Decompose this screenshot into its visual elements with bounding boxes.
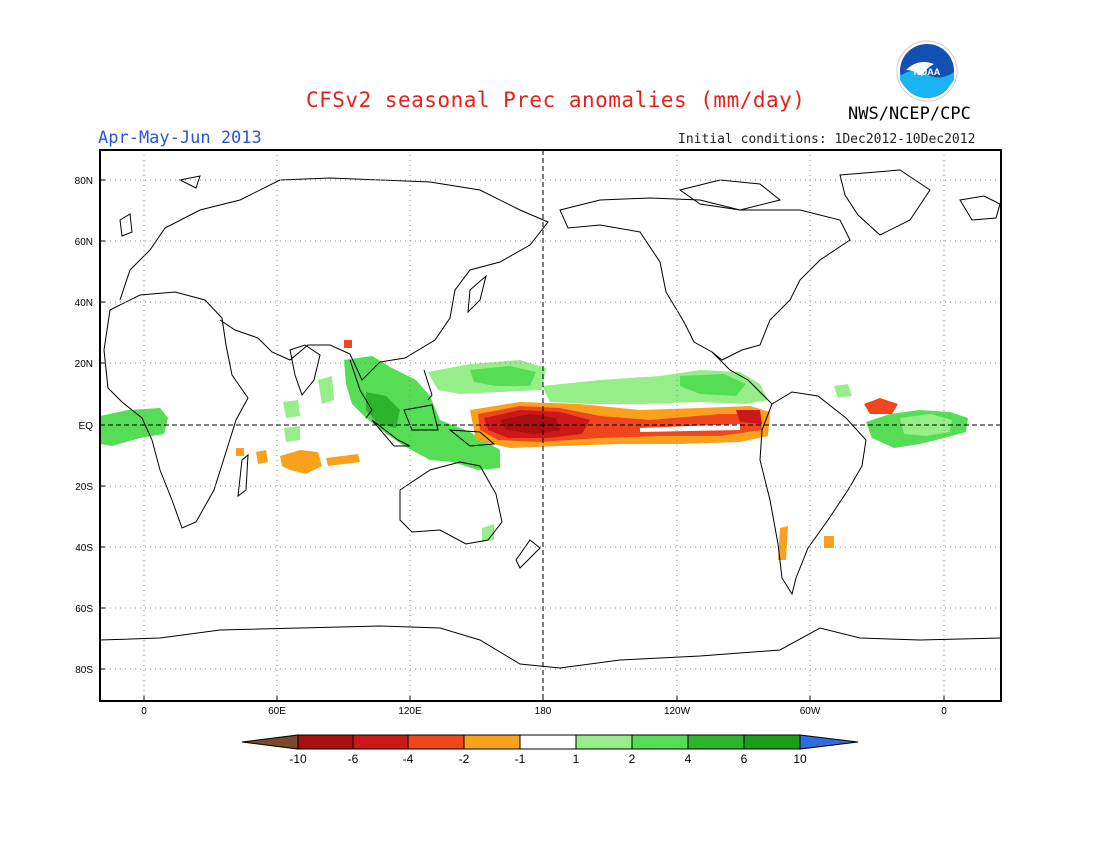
colorbar-bin [687, 734, 745, 750]
coastline-madagascar [237, 453, 249, 498]
colorbar-bin [631, 734, 689, 750]
colorbar-bin-le-minus10 [241, 734, 299, 750]
lat-label: 80N [75, 176, 93, 187]
initial-conditions-label: Initial conditions: 1Dec2012-10Dec2012 [678, 132, 976, 147]
colorbar-bin-ge-10 [799, 734, 859, 750]
dry-anomaly-equatorial-pacific-center [500, 414, 560, 434]
colorbar-label: 2 [629, 752, 636, 766]
colorbar-bin [743, 734, 801, 750]
latitude-labels: 80N 60N 40N 20N EQ 20S 40S 60S 80S [75, 176, 94, 676]
colorbar-bin [407, 734, 465, 750]
colorbar-label: 1 [573, 752, 580, 766]
lon-label: 120W [664, 706, 691, 717]
dry-anomaly-indian-ocean-strip [326, 454, 360, 466]
lat-tick-marks [100, 179, 105, 670]
wet-anomaly-caribbean [834, 384, 852, 398]
logo-text: NOAA [914, 67, 941, 77]
lat-label: 40S [75, 543, 93, 554]
dry-anomaly-south-america [778, 526, 788, 560]
colorbar-bin [463, 734, 521, 750]
colorbar-bin [575, 734, 633, 750]
lat-label: 20N [75, 359, 93, 370]
coastline-eurasia [119, 177, 549, 381]
lon-tick-marks [143, 696, 945, 701]
colorbar-label: 10 [793, 752, 807, 766]
wet-anomaly-central-pacific-inner [680, 374, 746, 396]
coastline-borneo [403, 404, 439, 431]
longitude-labels: 0 60E 120E 180 120W 60W 0 [141, 706, 947, 717]
coastline-india [289, 344, 321, 397]
coastline-antarctica [100, 625, 1001, 669]
colorbar-bin [519, 734, 577, 750]
colorbar-labels: -10 -6 -4 -2 -1 1 2 4 6 10 [289, 752, 807, 766]
lat-label: EQ [79, 421, 94, 432]
dry-anomaly-india-northeast [344, 340, 352, 348]
coastline-central-america [711, 351, 773, 405]
coastline-new-zealand [515, 539, 541, 569]
colorbar [241, 734, 859, 750]
coastline-greenland [839, 169, 931, 236]
lat-label: 20S [75, 482, 93, 493]
noaa-logo: NOAA [896, 40, 958, 102]
wet-anomaly-maritime-continent [344, 356, 500, 470]
wet-anomaly-arabian-sea [283, 400, 300, 418]
dry-anomaly-south-atlantic [824, 536, 834, 548]
anomaly-field [100, 340, 968, 560]
coastline-arctic-islands [678, 179, 782, 211]
lat-label: 40N [75, 298, 93, 309]
lon-label: 180 [535, 706, 552, 717]
colorbar-label: -1 [515, 752, 526, 766]
coastline-north-america [559, 197, 851, 361]
chart-title: CFSv2 seasonal Prec anomalies (mm/day) [306, 88, 806, 112]
coastline-uk [119, 213, 133, 237]
wet-anomaly-australia-southeast [482, 524, 494, 542]
lon-label: 0 [141, 706, 147, 717]
lat-label: 80S [75, 665, 93, 676]
coastline-japan [467, 274, 487, 314]
dry-anomaly-indian-ocean-south [280, 450, 322, 474]
colorbar-bin [352, 734, 409, 750]
colorbar-label: -10 [289, 752, 307, 766]
season-label: Apr-May-Jun 2013 [98, 128, 262, 148]
colorbar-label: -6 [348, 752, 359, 766]
lat-label: 60N [75, 237, 93, 248]
colorbar-bin [297, 734, 354, 750]
colorbar-label: 4 [685, 752, 692, 766]
coastline-south-america [759, 391, 867, 596]
coastline-philippines [423, 369, 433, 401]
lon-label: 0 [941, 706, 947, 717]
coastline-africa [103, 291, 249, 529]
dry-anomaly-madagascar-coast [236, 448, 244, 456]
coastline-iceland [959, 195, 1001, 221]
dry-anomaly-madagascar-east [256, 450, 268, 464]
coastline-southeast-asia [349, 359, 373, 419]
lon-label: 120E [398, 706, 422, 717]
dry-anomaly-east-pacific-core [736, 410, 762, 424]
lon-label: 60W [800, 706, 821, 717]
wet-anomaly-atlantic-east [100, 408, 168, 446]
coastline-svalbard [178, 175, 201, 189]
lat-label: 60S [75, 604, 93, 615]
coastline-new-guinea [448, 429, 496, 447]
wet-anomaly-indonesia-inner [366, 392, 400, 428]
colorbar-label: 6 [741, 752, 748, 766]
colorbar-label: -4 [403, 752, 414, 766]
wet-anomaly-bay-of-bengal [318, 376, 334, 404]
organization-label: NWS/NCEP/CPC [848, 104, 971, 124]
colorbar-label: -2 [459, 752, 470, 766]
lon-label: 60E [268, 706, 286, 717]
wet-anomaly-west-pacific-inner [470, 366, 536, 386]
dry-anomaly-pacific-white-strip [640, 424, 740, 432]
dry-anomaly-tropical-atlantic [864, 398, 898, 414]
wet-anomaly-indian-ocean [284, 426, 300, 442]
